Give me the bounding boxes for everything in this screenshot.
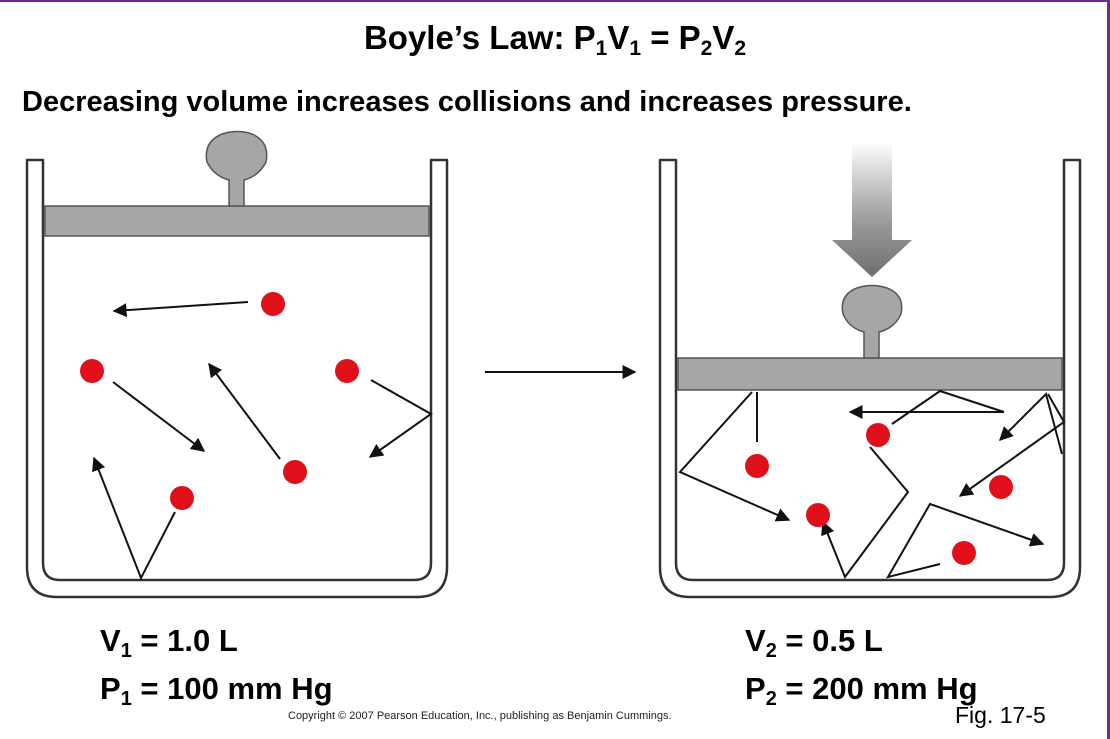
gas-particle <box>952 541 976 565</box>
right-particles <box>745 423 1013 565</box>
boyles-law-title: Boyle’s Law: P1V1 = P2V2 <box>363 19 747 60</box>
gas-particle <box>283 460 307 484</box>
right-volume: V2 = 0.5 L <box>745 623 883 662</box>
gas-particle <box>806 503 830 527</box>
trajectory-arrow <box>821 446 910 580</box>
gas-particle <box>989 475 1013 499</box>
trajectory-arrow <box>999 392 1063 455</box>
left-container <box>25 158 449 599</box>
trajectory-arrow <box>678 391 791 522</box>
figure-label: Fig. 17-5 <box>955 702 1046 728</box>
left-particles <box>80 292 359 510</box>
copyright-notice: Copyright © 2007 Pearson Education, Inc.… <box>288 710 672 722</box>
left-state-caption: V1 = 1.0 L P1 = 100 mm Hg <box>100 622 333 718</box>
left-pressure: P1 = 100 mm Hg <box>100 671 333 710</box>
trajectory-arrow <box>92 456 176 581</box>
gas-particle <box>335 359 359 383</box>
trajectory-arrow <box>112 301 249 318</box>
right-piston <box>677 284 1063 391</box>
gas-particle <box>80 359 104 383</box>
left-trajectories <box>92 301 433 581</box>
right-pressure: P2 = 200 mm Hg <box>745 671 978 710</box>
left-volume: V1 = 1.0 L <box>100 623 238 662</box>
gas-particle <box>866 423 890 447</box>
gas-particle <box>170 486 194 510</box>
right-state-caption: V2 = 0.5 L P2 = 200 mm Hg <box>745 622 978 718</box>
gas-particle <box>745 454 769 478</box>
right-container <box>658 158 1082 599</box>
left-piston <box>44 130 430 237</box>
gas-particle <box>261 292 285 316</box>
trajectory-arrow <box>208 362 281 460</box>
trajectory-arrow <box>848 389 1005 425</box>
trajectory-arrow <box>885 502 1045 579</box>
trajectory-arrow <box>112 381 206 452</box>
pressure-arrow-icon <box>832 142 912 277</box>
trajectory-arrow <box>958 393 1066 497</box>
trajectory-arrow <box>368 379 433 458</box>
right-trajectories <box>678 389 1066 580</box>
subtitle: Decreasing volume increases collisions a… <box>22 86 912 118</box>
